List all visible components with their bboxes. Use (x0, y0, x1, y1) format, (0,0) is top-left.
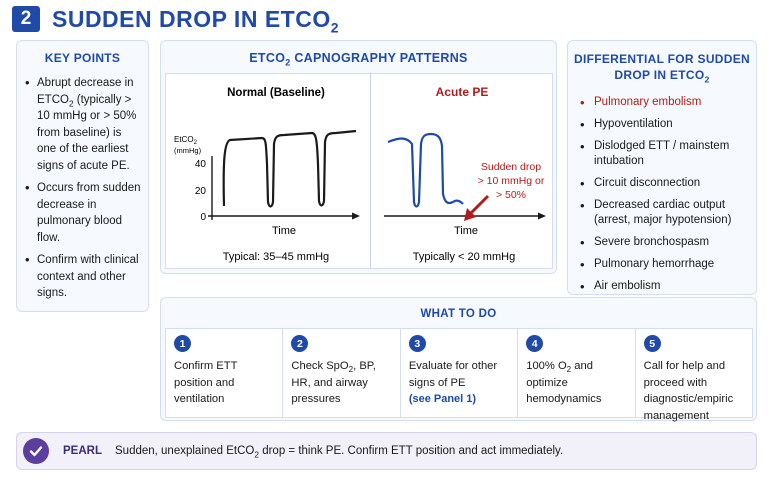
normal-capnogram-trace (222, 129, 357, 208)
differential-item: Circuit disconnection (580, 176, 750, 191)
normal-y-label: EtCO2 (174, 135, 198, 146)
pe-annotation-line-3: > 50% (496, 189, 526, 201)
differential-item: Hypoventilation (580, 117, 750, 132)
differential-item: Air embolism (580, 279, 750, 294)
check-icon (23, 438, 49, 464)
key-point-3: Confirm with clinical context and other … (25, 252, 142, 302)
step-text: Check SpO2, BP, HR, and airway pressures (291, 360, 376, 405)
step-3: 3 Evaluate for other signs of PE (see Pan… (401, 329, 519, 417)
step-number: 4 (526, 335, 544, 352)
step-text: Evaluate for other signs of PE (see Panel… (408, 360, 498, 405)
step-number: 5 (643, 335, 661, 352)
pe-x-label: Time (454, 225, 478, 237)
differential-item: Severe bronchospasm (580, 235, 750, 250)
differential-item: Pulmonary embolism (580, 95, 750, 110)
differential-panel: DIFFERENTIAL FOR SUDDEN DROP IN ETCO2 Pu… (567, 40, 757, 295)
capnography-svg: Normal (Baseline) EtCO2 (mmHg) 40 20 0 T… (174, 85, 546, 263)
step-text: Confirm ETT position and ventilation (174, 360, 238, 405)
pe-arrow-shaft (468, 194, 490, 216)
pearl-banner: PEARL Sudden, unexplained EtCO2 drop = t… (16, 432, 757, 470)
pe-capnogram-trace (387, 132, 464, 208)
key-points-title: KEY POINTS (44, 51, 121, 65)
pe-caption: Typically < 20 mmHg (413, 251, 515, 263)
pearl-label: PEARL (63, 445, 102, 457)
differential-title: DIFFERENTIAL FOR SUDDEN DROP IN ETCO2 (573, 52, 750, 85)
key-point-1: Abrupt decrease in ETCO2 (typically > 10… (25, 75, 142, 174)
normal-title: Normal (Baseline) (227, 87, 325, 99)
pe-title: Acute PE (436, 85, 489, 99)
step-4: 4 100% O2 and optimize hemodynamics (518, 329, 636, 417)
what-to-do-title: WHAT TO DO (420, 308, 497, 320)
differential-item: Pulmonary hemorrhage (580, 257, 750, 272)
normal-caption: Typical: 35–45 mmHg (223, 251, 329, 263)
capnography-panel: ETCO2 CAPNOGRAPHY PATTERNS Normal (Basel… (160, 40, 557, 274)
step-5: 5 Call for help and proceed with diagnos… (636, 329, 752, 422)
step-2: 2 Check SpO2, BP, HR, and airway pressur… (283, 329, 401, 417)
step-number: 3 (408, 335, 426, 352)
y-tick-20: 20 (195, 186, 207, 197)
page-title: SUDDEN DROP IN ETCO2 (52, 5, 340, 36)
pe-annotation-line-2: > 10 mmHg or (478, 175, 545, 187)
y-tick-0: 0 (200, 212, 206, 223)
key-points-list: Abrupt decrease in ETCO2 (typically > 10… (17, 65, 148, 302)
pearl-text: Sudden, unexplained EtCO2 drop = think P… (115, 445, 564, 460)
normal-y-unit: (mmHg) (174, 146, 202, 155)
steps-row: 1 Confirm ETT position and ventilation 2… (165, 328, 753, 422)
pe-annotation-line-1: Sudden drop (481, 161, 541, 173)
step-number: 1 (174, 335, 191, 352)
normal-x-arrowhead (352, 212, 360, 220)
key-points-panel: KEY POINTS Abrupt decrease in ETCO2 (typ… (16, 40, 149, 312)
y-tick-40: 40 (195, 159, 207, 170)
differential-list: Pulmonary embolism Hypoventilation Dislo… (568, 83, 756, 294)
step-1: 1 Confirm ETT position and ventilation (166, 329, 284, 417)
key-point-2: Occurs from sudden decrease in pulmonary… (25, 180, 142, 246)
panel-number-badge: 2 (12, 6, 40, 32)
panel-1-reference-link[interactable]: (see Panel 1) (408, 393, 477, 405)
step-number: 2 (291, 335, 309, 352)
step-text: 100% O2 and optimize hemodynamics (526, 360, 602, 405)
differential-item: Decreased cardiac output (arrest, major … (580, 198, 750, 228)
pe-x-arrowhead (538, 212, 546, 220)
capnography-divider (370, 73, 371, 269)
capnography-title: ETCO2 CAPNOGRAPHY PATTERNS (249, 51, 468, 68)
what-to-do-panel: WHAT TO DO 1 Confirm ETT position and ve… (160, 297, 757, 422)
normal-x-label: Time (272, 225, 296, 237)
page-header: 2 SUDDEN DROP IN ETCO2 (12, 4, 339, 34)
capnography-figure: Normal (Baseline) EtCO2 (mmHg) 40 20 0 T… (165, 73, 553, 269)
differential-item: Dislodged ETT / mainstem intubation (580, 139, 750, 169)
pe-arrowhead (464, 208, 476, 221)
step-text: Call for help and proceed with diagnosti… (643, 360, 734, 422)
